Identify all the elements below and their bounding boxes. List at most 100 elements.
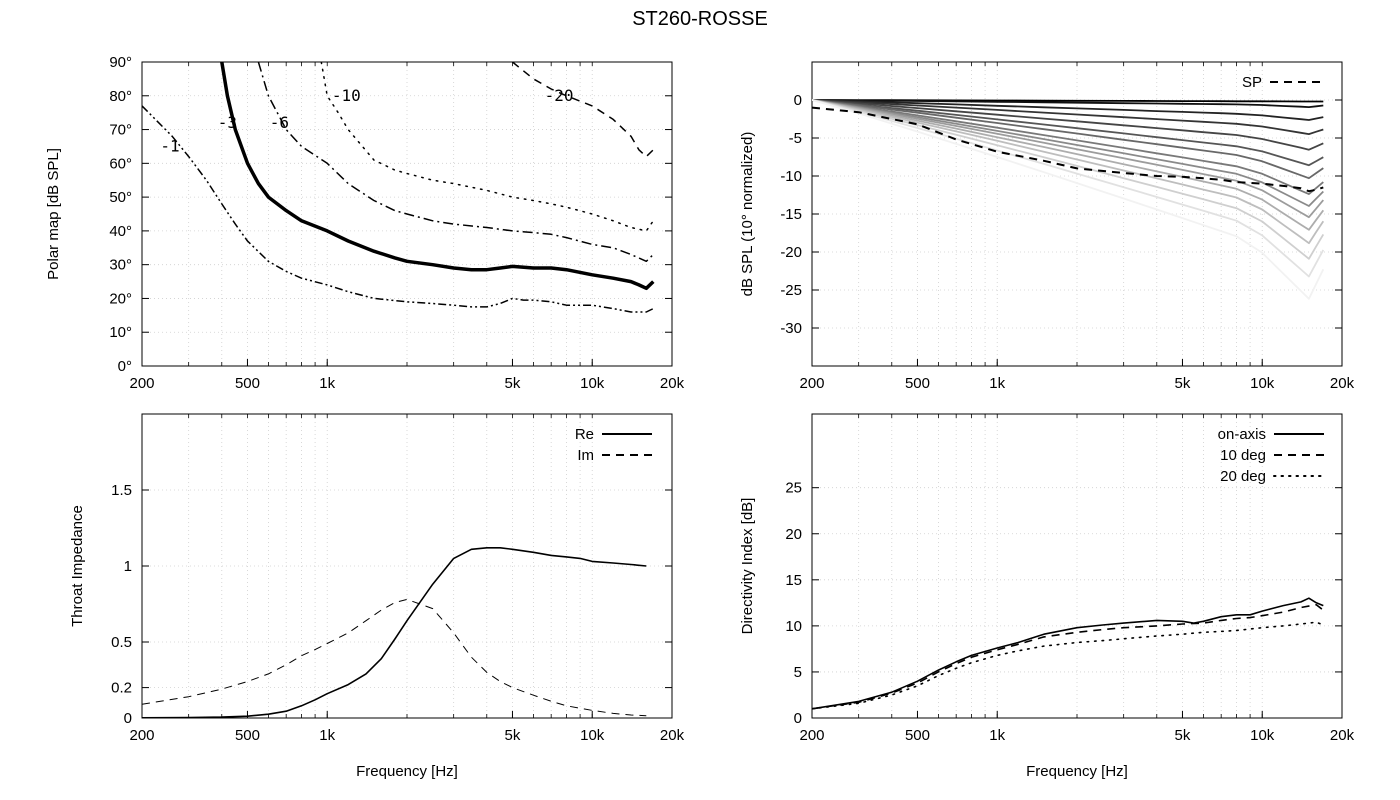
spl-chart: 200 500 1k 5k 10k 20k 0 -5 -10 -15 -20 -25 -30 dB SPL… [739, 61, 1355, 392]
x-tick-label: 500 [235, 375, 260, 392]
polar-chart: 200 500 1k 5k 10k 20k 0° 10° 20° 30° 40° 50° 60° 70° 8… [45, 54, 685, 392]
x-tick-label: 1k [319, 375, 335, 392]
x-tick-label: 5k [505, 727, 521, 744]
impedance-chart: 200 500 1k 5k 10k 20k 0 0.2 0.5 1 1.5 Throat Impeda… [69, 413, 685, 780]
spl-angle-curve [812, 99, 1324, 196]
y-tick-label: 90° [109, 54, 132, 71]
spl-angle-curve [812, 99, 1324, 103]
y-tick-label: -10 [780, 168, 802, 185]
x-tick-label: 10k [580, 375, 605, 392]
impedance-x-axis-label: Frequency [Hz] [356, 763, 458, 780]
legend-label: Re [575, 426, 594, 443]
x-tick-label: 5k [1175, 727, 1191, 744]
y-tick-label: 60° [109, 155, 132, 172]
spl-angle-curve [812, 99, 1324, 151]
spl-angle-curve [812, 99, 1324, 136]
contour-label: -1 [160, 136, 179, 155]
x-tick-label: 200 [129, 375, 154, 392]
x-tick-label: 200 [799, 727, 824, 744]
di-x-axis-label: Frequency [Hz] [1026, 763, 1128, 780]
spl-angle-curve [812, 99, 1324, 121]
x-tick-label: 20k [660, 375, 685, 392]
polar-series--1 [142, 105, 654, 313]
y-tick-label: -25 [780, 282, 802, 299]
spl-angle-curve [812, 99, 1324, 219]
y-tick-label: 0.5 [111, 634, 132, 651]
y-tick-label: 1.5 [111, 482, 132, 499]
x-tick-label: 5k [1175, 375, 1191, 392]
y-tick-label: 5 [794, 664, 802, 681]
di-series-10-deg [812, 603, 1324, 710]
legend-label: on-axis [1218, 426, 1266, 443]
y-tick-label: 20 [785, 526, 802, 543]
spl-angle-curve [812, 99, 1324, 167]
x-tick-label: 10k [1250, 375, 1275, 392]
y-tick-label: 50° [109, 189, 132, 206]
x-tick-label: 1k [989, 727, 1005, 744]
x-tick-label: 20k [1330, 727, 1355, 744]
impedance-y-axis-label: Throat Impedance [69, 505, 86, 627]
x-tick-label: 200 [799, 375, 824, 392]
contour-label: -6 [270, 113, 289, 132]
legend-label: 10 deg [1220, 447, 1266, 464]
spl-y-axis-label: dB SPL (10° normalized) [739, 132, 756, 297]
spl-angle-curve [812, 99, 1324, 207]
y-tick-label: 80° [109, 88, 132, 105]
impedance-series-Im [142, 598, 647, 717]
y-tick-label: 30° [109, 257, 132, 274]
di-chart: 200 500 1k 5k 10k 20k 0 5 10 15 20 25 Directivity In… [739, 413, 1355, 780]
contour-label: -3 [218, 113, 237, 132]
spl-angle-curve [812, 99, 1325, 278]
spl-angle-curve [812, 99, 1325, 260]
y-tick-label: 10 [785, 618, 802, 635]
y-tick-label: 10° [109, 324, 132, 341]
y-tick-label: 0 [794, 92, 802, 109]
contour-label: -10 [332, 86, 361, 105]
polar-series--10 [320, 62, 655, 232]
x-tick-label: 500 [235, 727, 260, 744]
polar-series--3 [220, 62, 655, 291]
y-tick-label: 0 [794, 710, 802, 727]
y-tick-label: -30 [780, 320, 802, 337]
x-tick-label: 10k [580, 727, 605, 744]
y-tick-label: 0 [124, 710, 132, 727]
y-tick-label: 15 [785, 572, 802, 589]
di-plot-area [812, 597, 1325, 710]
y-tick-label: 70° [109, 122, 132, 139]
y-tick-label: 0.2 [111, 680, 132, 697]
x-tick-label: 1k [989, 375, 1005, 392]
polar-y-axis-label: Polar map [dB SPL] [45, 148, 62, 280]
legend-label: Im [577, 447, 594, 464]
spl-angle-curve [812, 99, 1324, 180]
x-tick-label: 20k [660, 727, 685, 744]
impedance-plot-area [142, 546, 647, 718]
y-tick-label: 25 [785, 480, 802, 497]
contour-label: -20 [545, 86, 574, 105]
x-tick-label: 10k [1250, 727, 1275, 744]
page-title: ST260-ROSSE [632, 8, 768, 30]
di-series-20-deg [812, 621, 1325, 710]
y-tick-label: 20° [109, 290, 132, 307]
y-tick-label: -5 [789, 130, 802, 147]
x-tick-label: 5k [505, 375, 521, 392]
spl-angle-curve [812, 99, 1324, 108]
polar-series--6 [257, 62, 654, 263]
x-tick-label: 1k [319, 727, 335, 744]
x-tick-label: 20k [1330, 375, 1355, 392]
y-tick-label: 1 [124, 558, 132, 575]
impedance-series-Re [142, 546, 647, 718]
x-tick-label: 500 [905, 375, 930, 392]
di-series-on-axis [812, 597, 1324, 710]
spl-angle-curve [812, 99, 1325, 245]
polar-series--20 [512, 62, 654, 158]
legend-label: SP [1242, 74, 1262, 91]
y-tick-label: -20 [780, 244, 802, 261]
y-tick-label: 0° [118, 358, 132, 375]
spl-angle-curve [812, 99, 1325, 300]
y-tick-label: -15 [780, 206, 802, 223]
spl-plot-area [812, 99, 1325, 300]
legend-label: 20 deg [1220, 468, 1266, 485]
polar-plot-area [142, 62, 655, 313]
